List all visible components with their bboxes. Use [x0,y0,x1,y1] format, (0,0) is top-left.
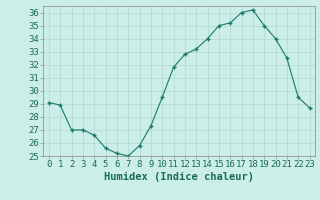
X-axis label: Humidex (Indice chaleur): Humidex (Indice chaleur) [104,172,254,182]
